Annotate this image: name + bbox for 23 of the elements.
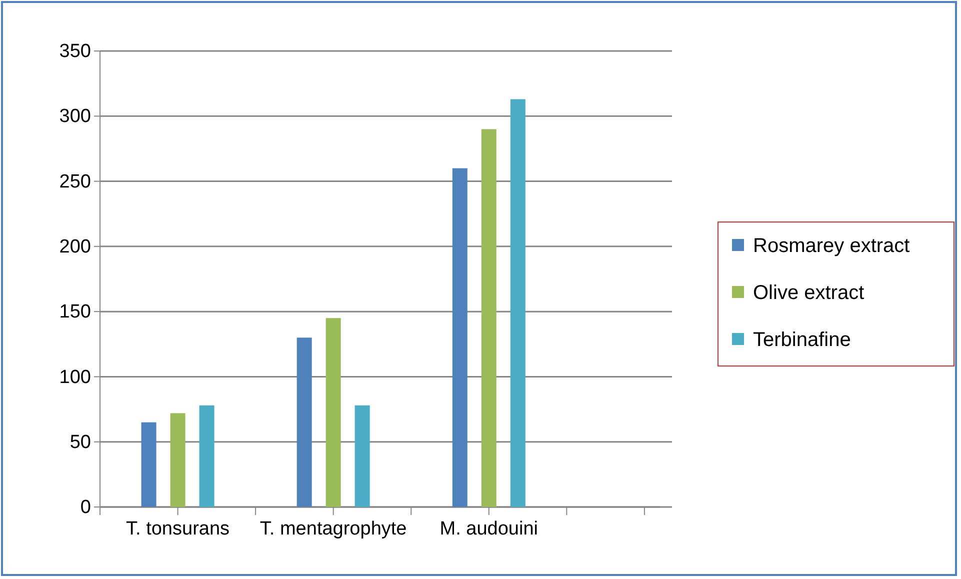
x-tick-label: T. tonsurans [126, 518, 230, 540]
legend-label: Terbinafine [753, 329, 851, 351]
y-tick-label: 300 [59, 106, 91, 128]
bar [452, 168, 468, 507]
bar [354, 405, 370, 507]
bar [141, 422, 156, 507]
y-tick-label: 200 [59, 236, 91, 258]
x-tick-label: T. mentagrophyte [260, 518, 407, 540]
y-tick-label: 350 [59, 41, 91, 62]
x-tick-label: M. audouini [440, 518, 538, 540]
bar [510, 99, 526, 507]
y-tick-label: 100 [59, 366, 91, 388]
y-tick-label: 150 [59, 302, 91, 323]
bar [326, 318, 341, 507]
y-tick-label: 250 [59, 171, 91, 192]
legend-label: Olive extract [753, 282, 865, 304]
bar [199, 405, 214, 507]
bar [296, 338, 312, 507]
legend-label: Rosmarey extract [753, 235, 910, 257]
y-tick-label: 50 [70, 432, 91, 453]
y-tick-label: 0 [80, 497, 91, 518]
bar [170, 413, 186, 507]
bar [481, 129, 496, 507]
